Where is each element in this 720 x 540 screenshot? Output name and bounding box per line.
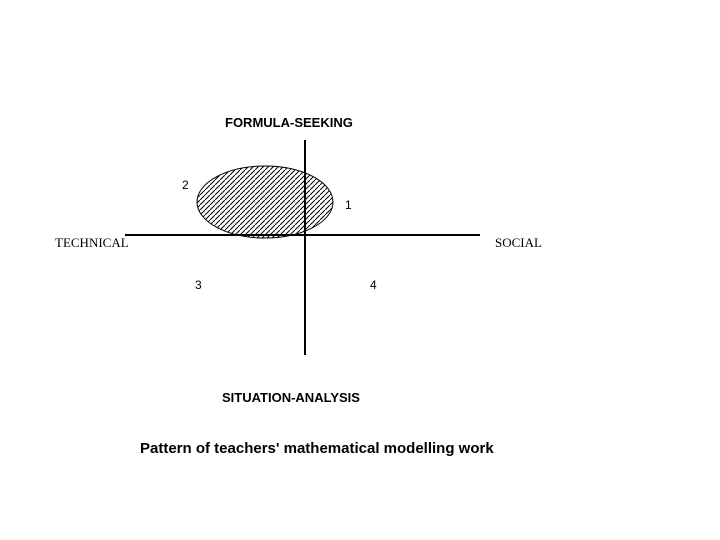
quadrant-label-2: 2 bbox=[182, 178, 189, 192]
quadrant-svg bbox=[0, 0, 720, 540]
figure-caption: Pattern of teachers' mathematical modell… bbox=[140, 440, 494, 457]
quadrant-label-4: 4 bbox=[370, 278, 377, 292]
axis-label-right: SOCIAL bbox=[495, 235, 542, 251]
diagram-stage: FORMULA-SEEKING SITUATION-ANALYSIS TECHN… bbox=[0, 0, 720, 540]
data-cluster-ellipse bbox=[197, 166, 333, 238]
quadrant-label-1: 1 bbox=[345, 198, 352, 212]
axis-label-top: FORMULA-SEEKING bbox=[225, 115, 353, 130]
axis-label-bottom: SITUATION-ANALYSIS bbox=[222, 390, 360, 405]
axis-label-left: TECHNICAL bbox=[55, 235, 129, 251]
quadrant-label-3: 3 bbox=[195, 278, 202, 292]
